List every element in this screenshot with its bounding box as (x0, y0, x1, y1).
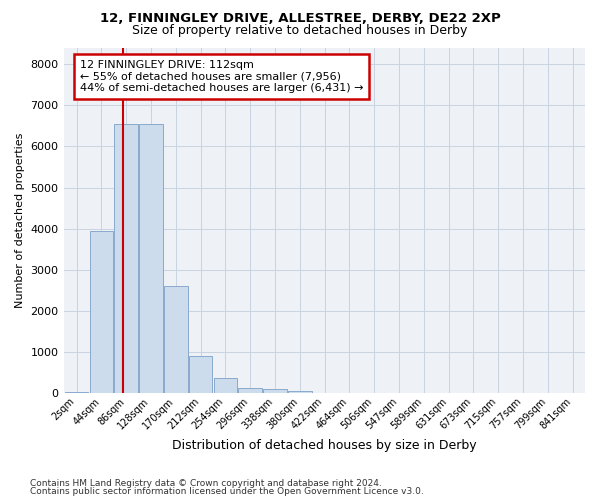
Bar (65, 392, 88, 394)
Bar (189, 356, 212, 394)
Bar (164, 286, 188, 394)
Text: Size of property relative to detached houses in Derby: Size of property relative to detached ho… (133, 24, 467, 37)
X-axis label: Distribution of detached houses by size in Derby: Distribution of detached houses by size … (172, 440, 477, 452)
Text: Contains public sector information licensed under the Open Government Licence v3: Contains public sector information licen… (30, 487, 424, 496)
Text: 12, FINNINGLEY DRIVE, ALLESTREE, DERBY, DE22 2XP: 12, FINNINGLEY DRIVE, ALLESTREE, DERBY, … (100, 12, 500, 26)
Text: 12 FINNINGLEY DRIVE: 112sqm
← 55% of detached houses are smaller (7,956)
44% of : 12 FINNINGLEY DRIVE: 112sqm ← 55% of det… (80, 60, 363, 93)
Bar (89, 230, 113, 394)
Bar (263, 390, 287, 394)
Bar (139, 124, 163, 394)
Bar (238, 388, 262, 394)
Bar (288, 391, 311, 394)
Bar (115, 124, 138, 394)
Text: Contains HM Land Registry data © Crown copyright and database right 2024.: Contains HM Land Registry data © Crown c… (30, 478, 382, 488)
Y-axis label: Number of detached properties: Number of detached properties (15, 133, 25, 308)
Bar (214, 378, 237, 394)
